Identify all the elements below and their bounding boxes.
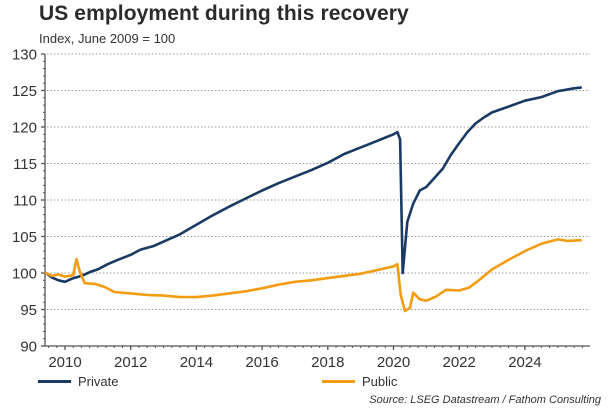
chart-title: US employment during this recovery (39, 2, 409, 25)
y-tick-label: 125 (12, 83, 37, 100)
y-tick-label: 105 (12, 229, 37, 246)
y-tick-label: 95 (20, 302, 37, 319)
y-tick-label: 115 (13, 156, 37, 173)
x-tick-label: 2010 (48, 354, 81, 371)
legend-label-public: Public (362, 374, 398, 389)
x-tick-label: 2022 (443, 354, 476, 371)
y-tick-label: 100 (12, 266, 37, 283)
legend-swatch-public (322, 380, 355, 383)
gridlines (47, 53, 590, 310)
series-lines (44, 86, 582, 313)
x-tick-label: 2014 (180, 354, 213, 371)
legend-item-public: Public (322, 374, 397, 389)
x-tick-label: 2018 (311, 354, 344, 371)
legend-swatch-private (38, 380, 71, 383)
legend-item-private: Private (38, 374, 118, 389)
y-tick-label: 120 (12, 120, 37, 137)
series-line-public (44, 238, 582, 313)
source-note: Source: LSEG Datastream / Fathom Consult… (369, 394, 601, 406)
x-tick-label: 2024 (508, 354, 541, 371)
chart-subtitle: Index, June 2009 = 100 (39, 31, 176, 46)
y-axis: 90 95 100 105 110 115 120 125 130 (12, 47, 46, 356)
y-tick-label: 110 (13, 193, 37, 210)
series-line-private (44, 86, 582, 284)
legend-label-private: Private (78, 374, 119, 389)
y-tick-label: 90 (20, 339, 37, 356)
y-tick-label: 130 (12, 47, 37, 64)
x-tick-label: 2020 (377, 354, 410, 371)
x-axis: 2010 2012 2014 2016 2018 2020 2022 2024 (45, 345, 590, 371)
x-tick-label: 2012 (114, 354, 147, 371)
x-tick-label: 2016 (245, 354, 278, 371)
